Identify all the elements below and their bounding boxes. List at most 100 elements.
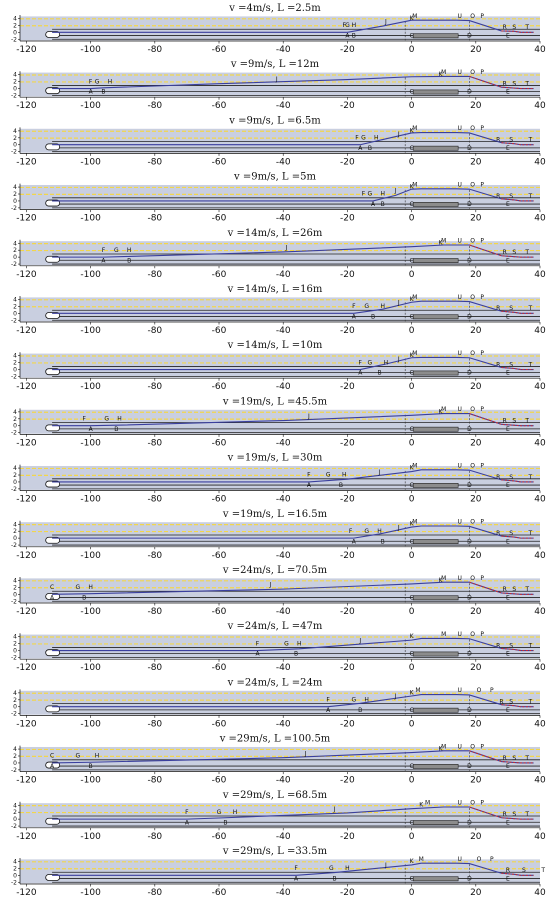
- point-label: T: [524, 249, 529, 256]
- point-label: P: [480, 350, 484, 357]
- obstacle-vehicle: [412, 370, 459, 376]
- lane-band: [20, 353, 540, 378]
- trajectory-tail: [501, 310, 534, 314]
- x-tick-label: -80: [147, 607, 162, 617]
- point-label: S: [512, 418, 516, 425]
- point-label: G: [361, 135, 366, 142]
- point-label: F: [342, 22, 346, 29]
- y-tick-label: -2: [11, 149, 17, 156]
- ego-car-icon: [45, 255, 61, 263]
- x-tick-label: -60: [212, 101, 227, 111]
- point-label: C: [50, 753, 54, 760]
- ego-car-icon: [45, 705, 61, 713]
- point-label: J: [397, 131, 400, 138]
- point-label: P: [480, 69, 484, 76]
- point-label: J: [397, 524, 400, 531]
- x-tick-label: 0: [409, 719, 415, 729]
- y-tick-label: 4: [13, 521, 17, 528]
- point-label: H: [364, 697, 369, 704]
- x-tick-label: -20: [340, 382, 355, 392]
- panel-title: v =29m/s, L =100.5m: [219, 734, 331, 745]
- point-label: E: [506, 707, 510, 714]
- x-tick-label: -60: [212, 663, 227, 673]
- point-label: G: [345, 22, 350, 29]
- point-label: D: [467, 145, 472, 152]
- x-tick-label: -40: [276, 719, 291, 729]
- point-label: R: [496, 530, 500, 537]
- x-tick-label: -20: [340, 832, 355, 842]
- point-label: O: [470, 181, 475, 188]
- point-label: G: [364, 528, 369, 535]
- point-label: P: [480, 575, 484, 582]
- y-tick-label: 4: [13, 184, 17, 191]
- x-tick-label: -80: [147, 719, 162, 729]
- ego-car-icon: [45, 480, 61, 488]
- point-label: R: [499, 699, 503, 706]
- ego-car-icon: [45, 424, 61, 432]
- y-tick-label: 2: [13, 416, 17, 423]
- x-tick-label: -20: [340, 438, 355, 448]
- x-tick-label: -60: [212, 157, 227, 167]
- x-tick-label: -80: [147, 776, 162, 786]
- x-tick-label: 20: [470, 382, 482, 392]
- point-label: D: [467, 370, 472, 377]
- point-label: B: [223, 819, 227, 826]
- ego-car-icon: [45, 817, 61, 825]
- point-label: B: [358, 707, 362, 714]
- point-label: D: [467, 33, 472, 40]
- point-label: E: [506, 538, 510, 545]
- point-label: P: [490, 687, 494, 694]
- point-label: M: [412, 462, 417, 469]
- x-tick-label: -120: [16, 551, 37, 561]
- point-label: R: [503, 418, 507, 425]
- point-label: A: [326, 707, 331, 714]
- point-label: B: [371, 314, 375, 321]
- point-label: J: [307, 413, 310, 420]
- point-label: K: [410, 689, 415, 696]
- point-label: C: [50, 584, 54, 591]
- point-label: D: [467, 876, 472, 883]
- x-tick-label: -40: [276, 270, 291, 280]
- point-label: T: [524, 80, 529, 87]
- x-tick-label: -100: [80, 270, 101, 280]
- x-tick-label: 0: [409, 214, 415, 224]
- point-label: J: [275, 76, 278, 83]
- panel-title: v =19m/s, L =16.5m: [222, 509, 328, 520]
- x-tick-label: 20: [470, 776, 482, 786]
- panel-title: v =14m/s, L =16m: [227, 284, 323, 295]
- point-label: A: [358, 145, 363, 152]
- point-label: E: [506, 482, 510, 489]
- point-label: S: [512, 24, 516, 31]
- x-tick-label: 20: [470, 270, 482, 280]
- point-label: G: [284, 640, 289, 647]
- point-label: A: [89, 89, 94, 96]
- point-label: B: [339, 482, 343, 489]
- x-tick-label: -40: [276, 888, 291, 898]
- obstacle-vehicle: [412, 145, 459, 151]
- point-label: O: [470, 462, 475, 469]
- point-label: S: [512, 586, 516, 593]
- point-label: M: [441, 631, 446, 638]
- point-label: D: [467, 89, 472, 96]
- lane-band: [20, 184, 540, 209]
- point-label: T: [528, 193, 533, 200]
- point-label: H: [117, 416, 122, 423]
- x-tick-label: -120: [16, 719, 37, 729]
- y-tick-label: 2: [13, 641, 17, 648]
- y-tick-label: -2: [11, 711, 17, 718]
- obstacle-vehicle: [412, 33, 459, 39]
- point-label: P: [480, 462, 484, 469]
- trajectory-tail: [469, 750, 534, 764]
- ego-car-icon: [45, 368, 61, 376]
- x-tick-label: 40: [534, 157, 546, 167]
- point-label: S: [509, 642, 513, 649]
- x-tick-label: 20: [470, 45, 482, 55]
- x-tick-label: 20: [470, 607, 482, 617]
- point-label: B: [333, 876, 337, 883]
- obstacle-vehicle: [412, 483, 459, 488]
- x-tick-label: -120: [16, 495, 37, 505]
- x-tick-label: -60: [212, 214, 227, 224]
- point-label: K: [439, 240, 444, 247]
- x-tick-label: -40: [276, 382, 291, 392]
- x-tick-label: -20: [340, 101, 355, 111]
